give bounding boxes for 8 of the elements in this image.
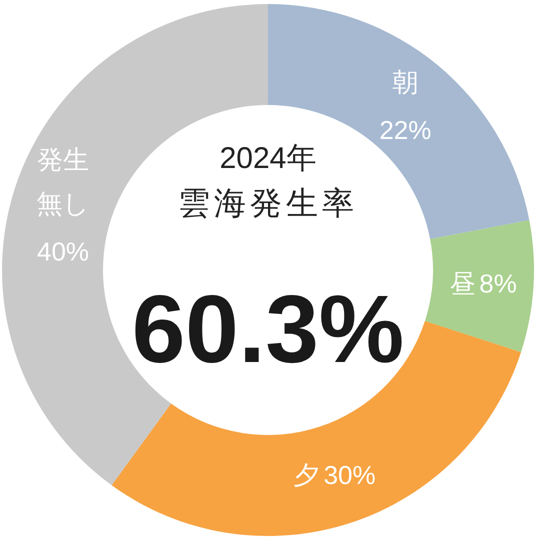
slice-label: 夕 bbox=[294, 460, 320, 490]
slice-label: 朝 bbox=[392, 66, 418, 97]
data-label: 30% bbox=[324, 460, 376, 490]
data-label: 22% bbox=[379, 114, 432, 145]
slice-label: 昼 bbox=[449, 268, 476, 299]
center: 2024年 雲海発生率 60.3% bbox=[132, 142, 404, 383]
donut-slice bbox=[424, 220, 534, 352]
data-label: 8% bbox=[479, 268, 517, 299]
